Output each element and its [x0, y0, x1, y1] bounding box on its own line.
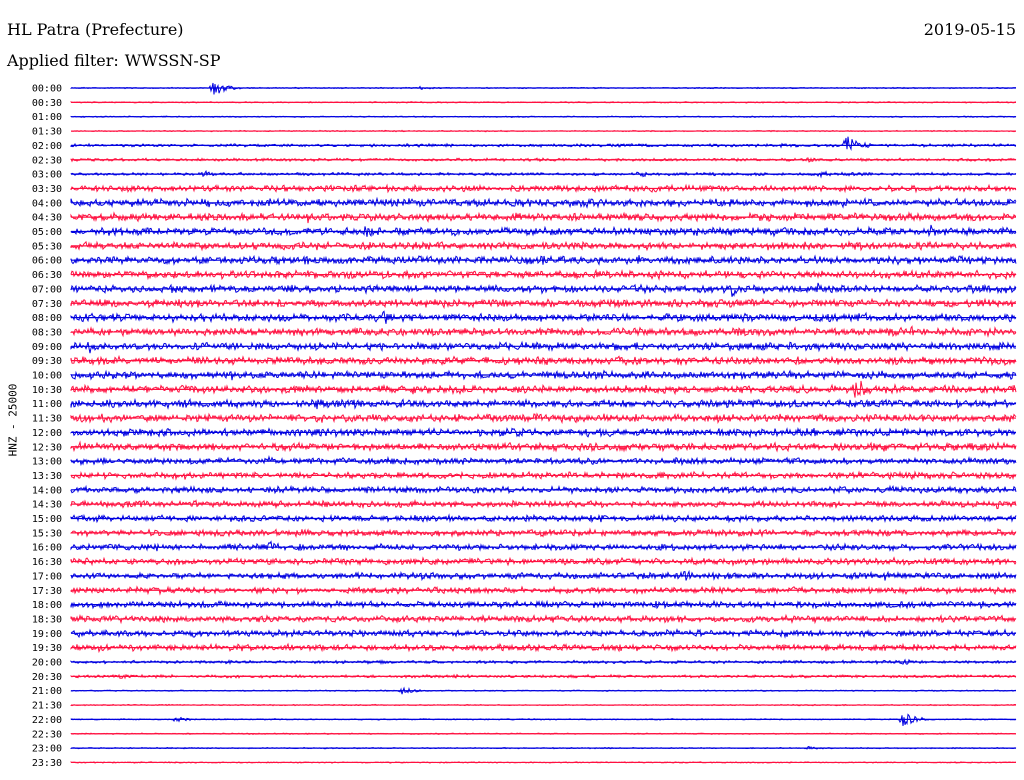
- trace-line: [70, 470, 1017, 481]
- time-label: 02:00: [32, 141, 62, 152]
- time-label: 22:30: [32, 729, 62, 740]
- trace-line: [70, 673, 1017, 680]
- time-label: 03:00: [32, 170, 62, 181]
- time-label: 08:30: [32, 327, 62, 338]
- time-label: 07:00: [32, 284, 62, 295]
- time-label: 19:30: [32, 643, 62, 654]
- time-label: 23:00: [32, 744, 62, 755]
- time-label: 18:30: [32, 614, 62, 625]
- time-label: 07:30: [32, 299, 62, 310]
- time-label: 20:00: [32, 658, 62, 669]
- time-label: 10:30: [32, 385, 62, 396]
- time-label: 01:30: [32, 127, 62, 138]
- time-label: 14:30: [32, 500, 62, 511]
- time-label: 11:00: [32, 399, 62, 410]
- time-label: 04:30: [32, 213, 62, 224]
- time-label: 18:00: [32, 600, 62, 611]
- time-label: 05:30: [32, 241, 62, 252]
- time-label: 23:30: [32, 758, 62, 769]
- trace-line: [70, 642, 1017, 654]
- time-label: 08:00: [32, 313, 62, 324]
- time-label: 00:00: [32, 84, 62, 95]
- trace-line: [70, 540, 1017, 553]
- time-label: 12:00: [32, 428, 62, 439]
- trace-line: [70, 713, 1017, 727]
- filter-name: WWSSN-SP: [124, 51, 221, 70]
- time-label: 13:30: [32, 471, 62, 482]
- trace-line: [70, 397, 1017, 410]
- date-label: 2019-05-15: [923, 20, 1016, 39]
- trace-line: [70, 426, 1016, 439]
- time-label: 02:30: [32, 155, 62, 166]
- time-label: 14:00: [32, 485, 62, 496]
- time-label: 03:30: [32, 184, 62, 195]
- time-label: 13:00: [32, 457, 62, 468]
- time-label: 06:30: [32, 270, 62, 281]
- trace-line: [70, 136, 1017, 152]
- time-label: 00:30: [32, 98, 62, 109]
- time-label: 01:00: [32, 112, 62, 123]
- time-label: 09:00: [32, 342, 62, 353]
- trace-line: [70, 82, 1017, 95]
- trace-line: [70, 282, 1017, 297]
- time-label: 20:30: [32, 672, 62, 683]
- time-label: 17:00: [32, 571, 62, 582]
- trace-line: [70, 380, 1017, 398]
- time-label: 17:30: [32, 586, 62, 597]
- time-label: 21:00: [32, 686, 62, 697]
- time-label: 09:30: [32, 356, 62, 367]
- time-label: 16:00: [32, 543, 62, 554]
- time-label: 21:30: [32, 701, 62, 712]
- time-label: 15:00: [32, 514, 62, 525]
- trace-line: [70, 340, 1016, 354]
- time-label: 04:00: [32, 198, 62, 209]
- filter-prefix: Applied filter:: [7, 51, 119, 70]
- time-label: 19:00: [32, 629, 62, 640]
- time-label: 10:00: [32, 371, 62, 382]
- time-label: 15:30: [32, 528, 62, 539]
- filter-label: Applied filter: WWSSN-SP: [7, 51, 220, 71]
- time-label: 22:00: [32, 715, 62, 726]
- time-label: 16:30: [32, 557, 62, 568]
- trace-line: [70, 211, 1016, 224]
- station-title: HL Patra (Prefecture): [7, 20, 184, 39]
- time-label: 11:30: [32, 414, 62, 425]
- time-label: 12:30: [32, 442, 62, 453]
- time-label: 05:00: [32, 227, 62, 238]
- time-label: 06:00: [32, 256, 62, 267]
